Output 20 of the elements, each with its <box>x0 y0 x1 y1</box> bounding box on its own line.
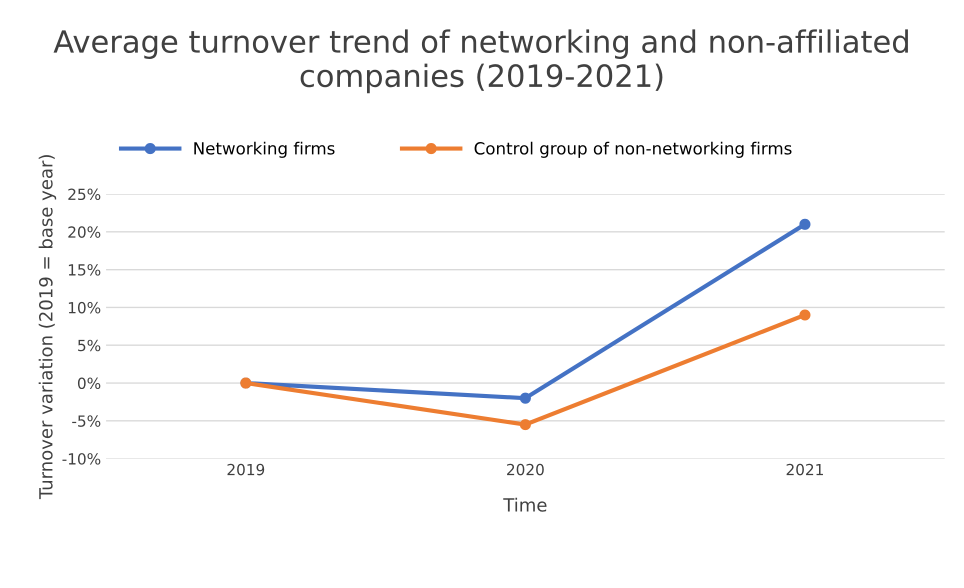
legend-label: Networking firms <box>194 142 335 158</box>
chart-title: Average turnover trend of networking and non-affiliated companies (2019-2021) <box>54 29 908 94</box>
point <box>799 309 810 321</box>
x-tick-label: 2021 <box>786 464 823 476</box>
point <box>799 218 810 230</box>
y-tick-label: 15% <box>68 264 100 276</box>
y-axis-title: Turnover variation (2019 = base year) <box>38 155 56 500</box>
point <box>520 392 531 404</box>
y-tick-label: 25% <box>68 188 100 200</box>
y-tick-label: 10% <box>68 302 100 314</box>
x-tick-label: 2020 <box>507 464 544 476</box>
y-tick-label: 5% <box>78 340 100 352</box>
x-tick-label: 2019 <box>228 464 264 476</box>
y-tick-label: 0% <box>78 378 100 390</box>
y-tick-label: -5% <box>72 415 100 427</box>
y-tick-label: -10% <box>62 453 100 465</box>
y-tick-label: 20% <box>68 226 100 238</box>
x-axis-title: Time <box>503 498 547 512</box>
point <box>520 419 531 430</box>
legend-label: Control group of non-networking firms <box>474 142 792 158</box>
